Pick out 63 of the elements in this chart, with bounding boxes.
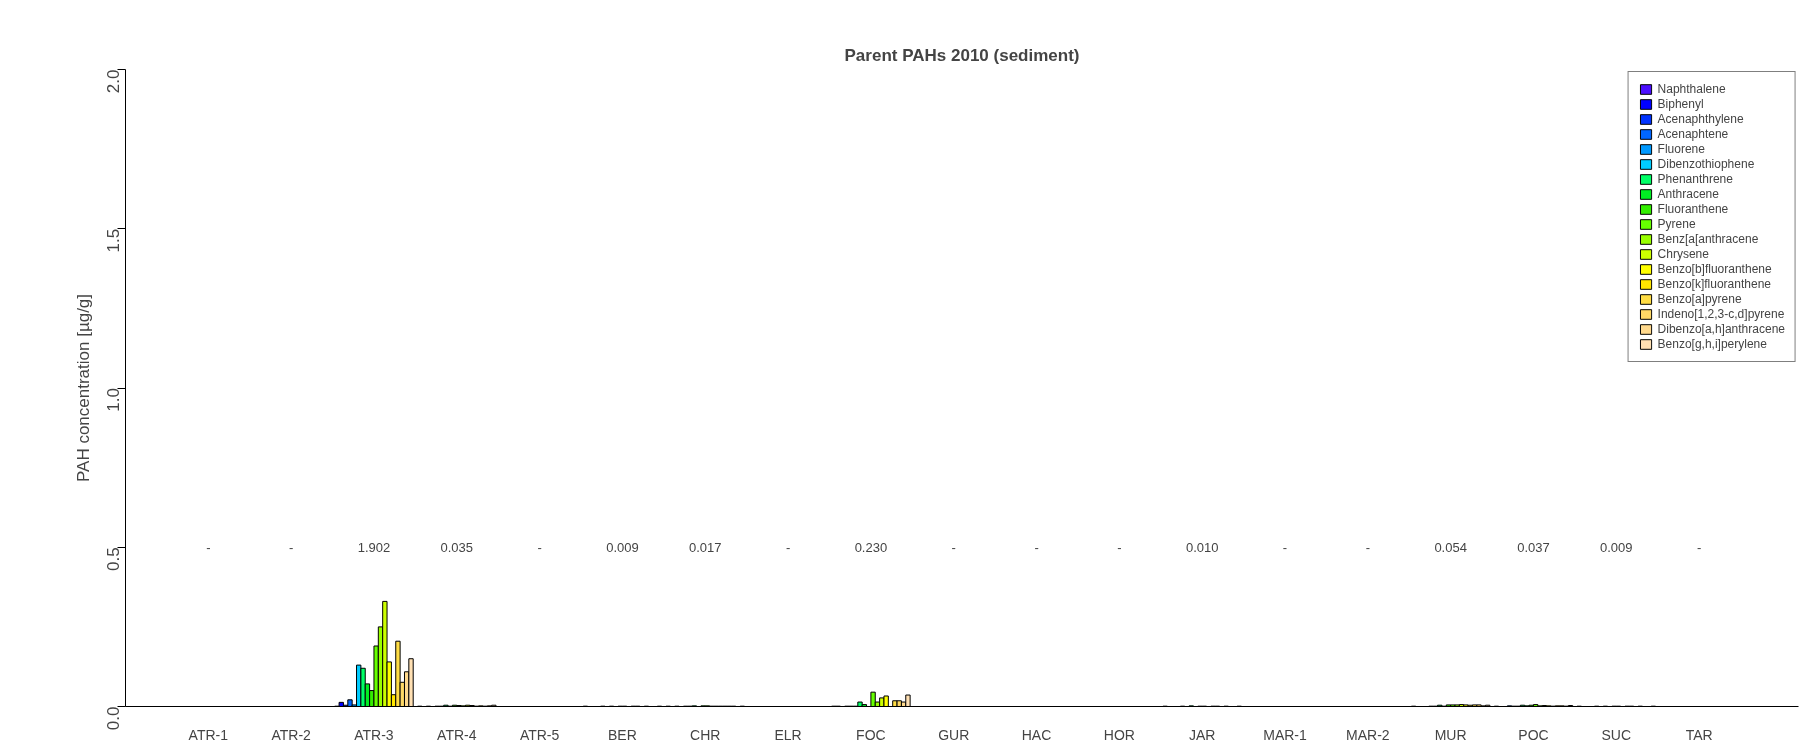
- annotation: -: [537, 539, 542, 555]
- x-tick-label: BER: [608, 726, 637, 743]
- y-tick-label: 1.5: [103, 228, 123, 253]
- y-tick-label: 0.0: [103, 706, 123, 731]
- x-tick-label: ATR-5: [519, 726, 560, 743]
- legend-label: Naphthalene: [1657, 82, 1726, 96]
- annotation: -: [951, 539, 956, 555]
- x-tick-label: ATR-4: [437, 726, 477, 743]
- annotation: 0.035: [440, 539, 474, 555]
- legend-label: Benzo[b]fluoranthene: [1657, 262, 1772, 276]
- annotation: -: [1365, 539, 1371, 555]
- legend-label: Biphenyl: [1657, 97, 1704, 111]
- x-tick-label: HAC: [1021, 726, 1052, 743]
- x-tick-label: MUR: [1434, 726, 1467, 743]
- legend-label: Chrysene: [1657, 247, 1709, 261]
- x-tick-label: GUR: [938, 726, 970, 743]
- legend-label: Benzo[k]fluoranthene: [1657, 277, 1771, 291]
- annotation: 0.009: [606, 539, 639, 555]
- x-tick-label: ELR: [774, 726, 802, 743]
- annotation: -: [288, 539, 294, 555]
- annotation: 0.037: [1517, 539, 1550, 555]
- legend-label: Anthracene: [1657, 187, 1719, 201]
- legend-label: Fluorene: [1657, 142, 1705, 156]
- legend-label: Pyrene: [1657, 217, 1696, 231]
- legend-label: Benzo[a]pyrene: [1657, 292, 1742, 306]
- x-tick-label: ATR-3: [354, 726, 394, 743]
- legend-label: Benzo[g,h,i]perylene: [1657, 337, 1767, 351]
- legend-label: Dibenzothiophene: [1657, 157, 1755, 171]
- legend-label: Dibenzo[a,h]anthracene: [1657, 322, 1785, 336]
- legend-label: Acenaphtene: [1657, 127, 1729, 141]
- y-axis-title: PAH concentration [µg/g]: [73, 293, 93, 483]
- legend-label: Fluoranthene: [1657, 202, 1729, 216]
- x-tick-label: ATR-2: [271, 726, 312, 743]
- x-tick-label: CHR: [690, 726, 721, 743]
- x-tick-label: SUC: [1601, 726, 1632, 743]
- annotation: 0.009: [1600, 539, 1633, 555]
- x-tick-label: JAR: [1188, 726, 1216, 743]
- chart-title: Parent PAHs 2010 (sediment): [844, 45, 1080, 65]
- y-tick-label: 2.0: [103, 69, 123, 94]
- legend-label: Acenaphthylene: [1657, 112, 1744, 126]
- annotation: 0.054: [1434, 539, 1467, 555]
- x-tick-label: FOC: [856, 726, 886, 743]
- annotation: -: [206, 539, 211, 555]
- annotation: 0.017: [688, 539, 722, 555]
- annotation: -: [1282, 539, 1288, 555]
- legend-label: Indeno[1,2,3-c,d]pyrene: [1657, 307, 1785, 321]
- annotation: 0.230: [854, 539, 888, 555]
- x-tick-label: HOR: [1103, 726, 1135, 743]
- x-tick-label: ATR-1: [188, 726, 229, 743]
- x-tick-label: MAR-1: [1263, 726, 1307, 743]
- legend-label: Phenanthrene: [1657, 172, 1733, 186]
- annotation: 0.010: [1185, 539, 1219, 555]
- legend-label: Benz[a[anthracene: [1657, 232, 1759, 246]
- x-tick-label: MAR-2: [1346, 726, 1390, 743]
- annotation: -: [1034, 539, 1039, 555]
- x-tick-label: TAR: [1685, 726, 1713, 743]
- y-tick-label: 1.0: [103, 387, 123, 412]
- annotation: 1.902: [357, 539, 391, 555]
- annotation: -: [785, 539, 791, 555]
- annotation: -: [1696, 539, 1702, 555]
- y-tick-label: 0.5: [103, 547, 123, 571]
- annotation: -: [1117, 539, 1122, 555]
- x-tick-label: POC: [1518, 726, 1549, 743]
